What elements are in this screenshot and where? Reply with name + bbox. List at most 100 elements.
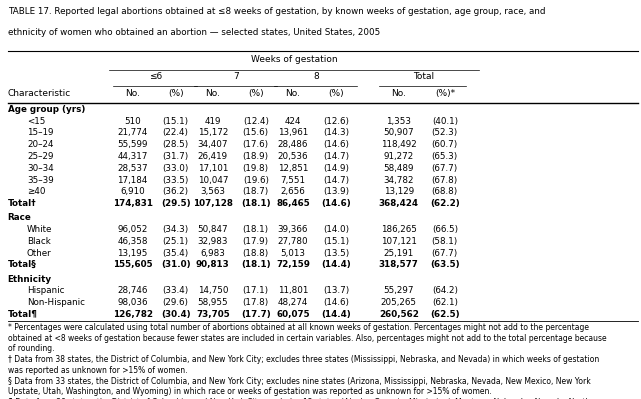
Text: (63.5): (63.5) bbox=[430, 260, 460, 269]
Text: ethnicity of women who obtained an abortion — selected states, United States, 20: ethnicity of women who obtained an abort… bbox=[8, 28, 380, 37]
Text: 15–19: 15–19 bbox=[27, 128, 53, 138]
Text: 35–39: 35–39 bbox=[27, 176, 54, 185]
Text: 368,424: 368,424 bbox=[379, 199, 419, 208]
Text: (15.1): (15.1) bbox=[323, 237, 349, 246]
Text: 17,101: 17,101 bbox=[197, 164, 228, 173]
Text: (30.4): (30.4) bbox=[161, 310, 190, 319]
Text: (40.1): (40.1) bbox=[432, 117, 458, 126]
Text: ¶ Data from 29 states, the District of Columbia, and New York City; excludes 12 : ¶ Data from 29 states, the District of C… bbox=[8, 398, 590, 399]
Text: (%)*: (%)* bbox=[435, 89, 455, 98]
Text: ≤6: ≤6 bbox=[149, 72, 163, 81]
Text: (68.8): (68.8) bbox=[432, 187, 458, 196]
Text: (14.6): (14.6) bbox=[323, 298, 349, 307]
Text: 11,801: 11,801 bbox=[278, 286, 308, 295]
Text: No.: No. bbox=[391, 89, 406, 98]
Text: 13,129: 13,129 bbox=[383, 187, 414, 196]
Text: 96,052: 96,052 bbox=[117, 225, 148, 234]
Text: Total¶: Total¶ bbox=[8, 310, 38, 319]
Text: (14.9): (14.9) bbox=[323, 164, 349, 173]
Text: 58,489: 58,489 bbox=[383, 164, 414, 173]
Text: Characteristic: Characteristic bbox=[8, 89, 71, 98]
Text: (58.1): (58.1) bbox=[432, 237, 458, 246]
Text: No.: No. bbox=[125, 89, 140, 98]
Text: 25,191: 25,191 bbox=[383, 249, 414, 258]
Text: 118,492: 118,492 bbox=[381, 140, 417, 149]
Text: (13.5): (13.5) bbox=[323, 249, 349, 258]
Text: Total†: Total† bbox=[8, 199, 37, 208]
Text: 44,317: 44,317 bbox=[117, 152, 148, 161]
Text: (15.1): (15.1) bbox=[163, 117, 188, 126]
Text: 14,750: 14,750 bbox=[197, 286, 228, 295]
Text: ≥40: ≥40 bbox=[27, 187, 46, 196]
Text: (18.1): (18.1) bbox=[241, 199, 271, 208]
Text: 10,047: 10,047 bbox=[197, 176, 228, 185]
Text: 205,265: 205,265 bbox=[381, 298, 417, 307]
Text: Race: Race bbox=[8, 213, 31, 222]
Text: White: White bbox=[27, 225, 53, 234]
Text: (15.6): (15.6) bbox=[243, 128, 269, 138]
Text: (18.9): (18.9) bbox=[243, 152, 269, 161]
Text: (36.2): (36.2) bbox=[163, 187, 188, 196]
Text: 28,486: 28,486 bbox=[278, 140, 308, 149]
Text: (67.7): (67.7) bbox=[432, 164, 458, 173]
Text: Weeks of gestation: Weeks of gestation bbox=[251, 55, 337, 64]
Text: 90,813: 90,813 bbox=[196, 260, 229, 269]
Text: 8: 8 bbox=[313, 72, 319, 81]
Text: TABLE 17. Reported legal abortions obtained at ≤8 weeks of gestation, by known w: TABLE 17. Reported legal abortions obtai… bbox=[8, 7, 545, 16]
Text: (%): (%) bbox=[168, 89, 183, 98]
Text: 39,366: 39,366 bbox=[278, 225, 308, 234]
Text: 20,536: 20,536 bbox=[278, 152, 308, 161]
Text: Total: Total bbox=[413, 72, 434, 81]
Text: 6,910: 6,910 bbox=[121, 187, 145, 196]
Text: 27,780: 27,780 bbox=[278, 237, 308, 246]
Text: (62.5): (62.5) bbox=[430, 310, 460, 319]
Text: 34,407: 34,407 bbox=[197, 140, 228, 149]
Text: No.: No. bbox=[205, 89, 221, 98]
Text: Black: Black bbox=[27, 237, 51, 246]
Text: (62.1): (62.1) bbox=[432, 298, 458, 307]
Text: obtained at <8 weeks of gestation because fewer states are included in certain v: obtained at <8 weeks of gestation becaus… bbox=[8, 334, 606, 343]
Text: (14.7): (14.7) bbox=[323, 176, 349, 185]
Text: (34.3): (34.3) bbox=[163, 225, 188, 234]
Text: 25–29: 25–29 bbox=[27, 152, 53, 161]
Text: 17,184: 17,184 bbox=[117, 176, 148, 185]
Text: 7,551: 7,551 bbox=[280, 176, 306, 185]
Text: (17.1): (17.1) bbox=[243, 286, 269, 295]
Text: (12.4): (12.4) bbox=[243, 117, 269, 126]
Text: (25.1): (25.1) bbox=[163, 237, 188, 246]
Text: (33.0): (33.0) bbox=[162, 164, 189, 173]
Text: (33.4): (33.4) bbox=[163, 286, 188, 295]
Text: (17.9): (17.9) bbox=[243, 237, 269, 246]
Text: 20–24: 20–24 bbox=[27, 140, 53, 149]
Text: (14.4): (14.4) bbox=[321, 310, 351, 319]
Text: (67.8): (67.8) bbox=[432, 176, 458, 185]
Text: 50,847: 50,847 bbox=[197, 225, 228, 234]
Text: was reported as unknown for >15% of women.: was reported as unknown for >15% of wome… bbox=[8, 366, 187, 375]
Text: Age group (yrs): Age group (yrs) bbox=[8, 105, 85, 114]
Text: 58,955: 58,955 bbox=[197, 298, 228, 307]
Text: (14.0): (14.0) bbox=[323, 225, 349, 234]
Text: § Data from 33 states, the District of Columbia, and New York City; excludes nin: § Data from 33 states, the District of C… bbox=[8, 377, 590, 386]
Text: 98,036: 98,036 bbox=[117, 298, 148, 307]
Text: 13,195: 13,195 bbox=[117, 249, 148, 258]
Text: (17.7): (17.7) bbox=[241, 310, 271, 319]
Text: (31.7): (31.7) bbox=[163, 152, 188, 161]
Text: No.: No. bbox=[285, 89, 301, 98]
Text: 6,983: 6,983 bbox=[201, 249, 225, 258]
Text: (19.6): (19.6) bbox=[243, 176, 269, 185]
Text: 174,831: 174,831 bbox=[113, 199, 153, 208]
Text: (65.3): (65.3) bbox=[432, 152, 458, 161]
Text: (62.2): (62.2) bbox=[430, 199, 460, 208]
Text: of rounding.: of rounding. bbox=[8, 344, 54, 354]
Text: (14.6): (14.6) bbox=[321, 199, 351, 208]
Text: 72,159: 72,159 bbox=[276, 260, 310, 269]
Text: 155,605: 155,605 bbox=[113, 260, 153, 269]
Text: (31.0): (31.0) bbox=[161, 260, 190, 269]
Text: 73,705: 73,705 bbox=[196, 310, 229, 319]
Text: 55,599: 55,599 bbox=[117, 140, 148, 149]
Text: (14.7): (14.7) bbox=[323, 152, 349, 161]
Text: (17.6): (17.6) bbox=[243, 140, 269, 149]
Text: 28,746: 28,746 bbox=[117, 286, 148, 295]
Text: Non-Hispanic: Non-Hispanic bbox=[27, 298, 85, 307]
Text: Hispanic: Hispanic bbox=[27, 286, 65, 295]
